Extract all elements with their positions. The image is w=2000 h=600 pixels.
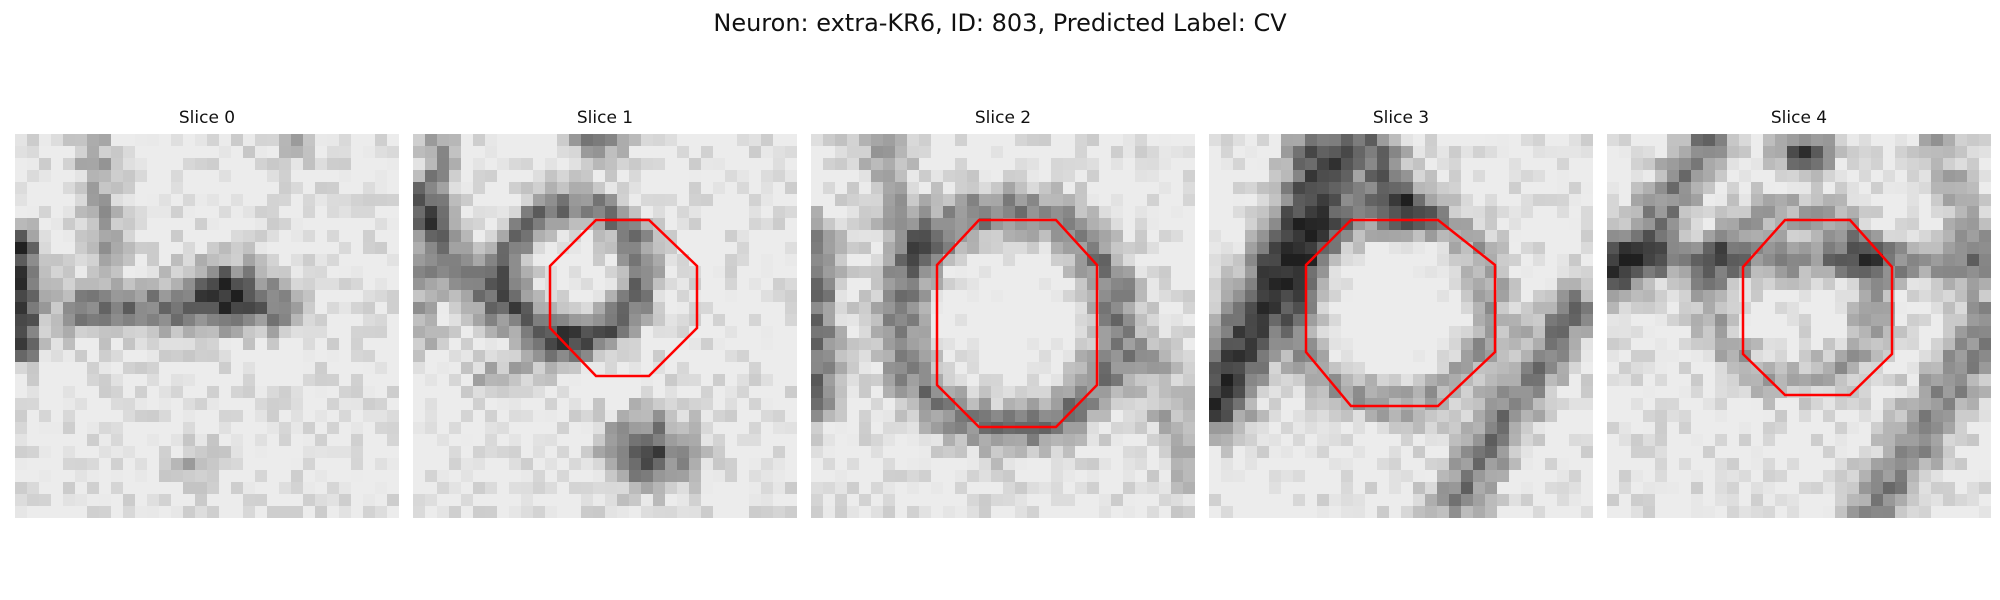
slice-1-svg	[413, 134, 797, 518]
slice-0-svg	[15, 134, 399, 518]
slice-image-0	[15, 134, 399, 518]
slice-2-svg	[811, 134, 1195, 518]
slice-4-svg	[1607, 134, 1991, 518]
figure-title: Neuron: extra-KR6, ID: 803, Predicted La…	[713, 9, 1287, 37]
roi-octagon-1	[548, 218, 699, 378]
slice-image-1	[413, 134, 797, 518]
panel-title-2: Slice 2	[974, 108, 1032, 128]
slice-3-svg	[1209, 134, 1593, 518]
slice-image-4	[1607, 134, 1991, 518]
slice-image-2	[811, 134, 1195, 518]
panel-title-3: Slice 3	[1372, 108, 1430, 128]
roi-octagon-4	[1741, 218, 1894, 397]
panel-title-4: Slice 4	[1770, 108, 1828, 128]
slice-image-3	[1209, 134, 1593, 518]
panel-title-1: Slice 1	[576, 108, 634, 128]
panel-title-0: Slice 0	[178, 108, 236, 128]
roi-octagon-2	[935, 218, 1099, 429]
roi-octagon-3	[1304, 218, 1497, 408]
